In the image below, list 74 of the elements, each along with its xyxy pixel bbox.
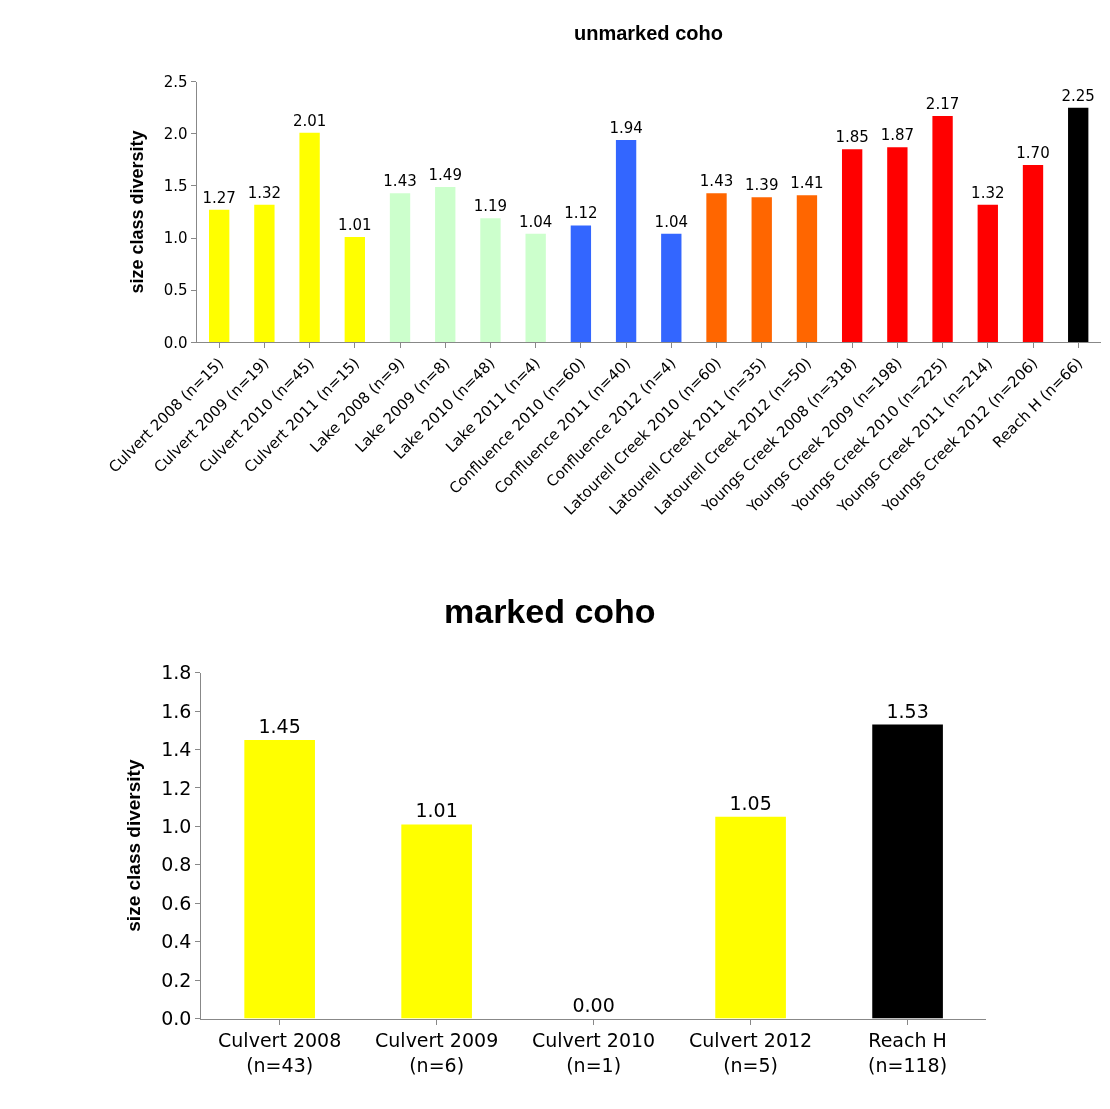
data-label: 2.01 [292, 111, 327, 130]
y-tick-label: 0.8 [161, 853, 192, 876]
data-label: 0.00 [572, 993, 615, 1016]
y-tick-label: 1.0 [163, 229, 188, 248]
data-label: 1.43 [699, 172, 734, 191]
bar [715, 816, 786, 1019]
data-label: 1.01 [415, 799, 458, 822]
y-tick-label: 1.2 [161, 776, 192, 799]
data-label: 1.04 [518, 212, 553, 231]
bar [841, 149, 863, 343]
data-label: 2.17 [925, 94, 960, 113]
x-tick-label: Culvert 2008 (n=43) [218, 1029, 342, 1077]
data-label: 1.05 [729, 791, 772, 814]
bar [615, 139, 637, 343]
bar [1068, 107, 1089, 343]
bar [796, 195, 818, 343]
bar [661, 233, 682, 343]
x-tick-label: Reach H (n=118) [868, 1029, 948, 1077]
bar [480, 218, 501, 343]
y-tick-label: 0.2 [161, 968, 192, 991]
y-tick-label: 2.5 [163, 72, 188, 91]
x-tick-label: Culvert 2012 (n=5) [689, 1029, 813, 1077]
y-tick-label: 0.0 [161, 1007, 192, 1030]
bar [299, 132, 320, 343]
y-tick-label: 0.5 [163, 281, 188, 300]
y-tick-label: 1.8 [161, 661, 192, 684]
x-tick-label: Culvert 2009 (n=6) [375, 1029, 499, 1077]
y-tick-label: 1.0 [161, 815, 192, 838]
data-label: 1.43 [383, 172, 417, 191]
bar [244, 739, 315, 1019]
bar [1022, 165, 1044, 343]
y-tick-label: 2.0 [163, 124, 188, 143]
bar [344, 236, 365, 343]
data-label: 1.32 [247, 183, 282, 202]
bar [435, 186, 456, 343]
data-label: 1.45 [258, 714, 301, 737]
data-label: 1.70 [1016, 144, 1050, 162]
bar [887, 147, 908, 343]
bar [254, 204, 275, 343]
data-label: 1.49 [428, 165, 462, 184]
data-label: 1.41 [790, 174, 824, 193]
data-label: 1.39 [745, 176, 779, 195]
bar [706, 193, 727, 343]
y-tick-label: 1.5 [163, 177, 188, 196]
bar [389, 193, 411, 343]
bar [209, 209, 230, 343]
data-label: 2.25 [1061, 86, 1095, 105]
chart-title: marked coho [444, 592, 656, 630]
y-tick-label: 1.6 [161, 699, 192, 722]
chart-title: unmarked coho [574, 22, 723, 44]
y-tick-label: 1.4 [161, 738, 192, 761]
data-label: 1.85 [835, 128, 869, 147]
bar [751, 197, 772, 343]
y-tick-label: 0.0 [163, 333, 188, 352]
y-tick-label: 0.4 [161, 930, 192, 953]
data-label: 1.94 [609, 118, 643, 137]
bar [932, 115, 953, 343]
data-label: 1.12 [564, 204, 598, 223]
bar [570, 225, 592, 343]
data-label: 1.19 [473, 197, 508, 216]
bar [977, 204, 998, 343]
bar [401, 824, 472, 1019]
data-label: 1.53 [886, 699, 929, 722]
data-label: 1.32 [971, 183, 1005, 202]
y-axis-title: size class diversity [126, 130, 147, 294]
data-label: 1.01 [338, 215, 372, 234]
y-tick-label: 0.6 [161, 891, 192, 914]
bar [872, 724, 943, 1019]
bar [525, 233, 546, 343]
data-label: 1.87 [880, 126, 915, 145]
data-label: 1.04 [654, 212, 689, 231]
x-tick-label: Culvert 2010 (n=1) [532, 1029, 656, 1077]
data-label: 1.27 [202, 188, 236, 207]
y-axis-title: size class diversity [122, 759, 144, 932]
